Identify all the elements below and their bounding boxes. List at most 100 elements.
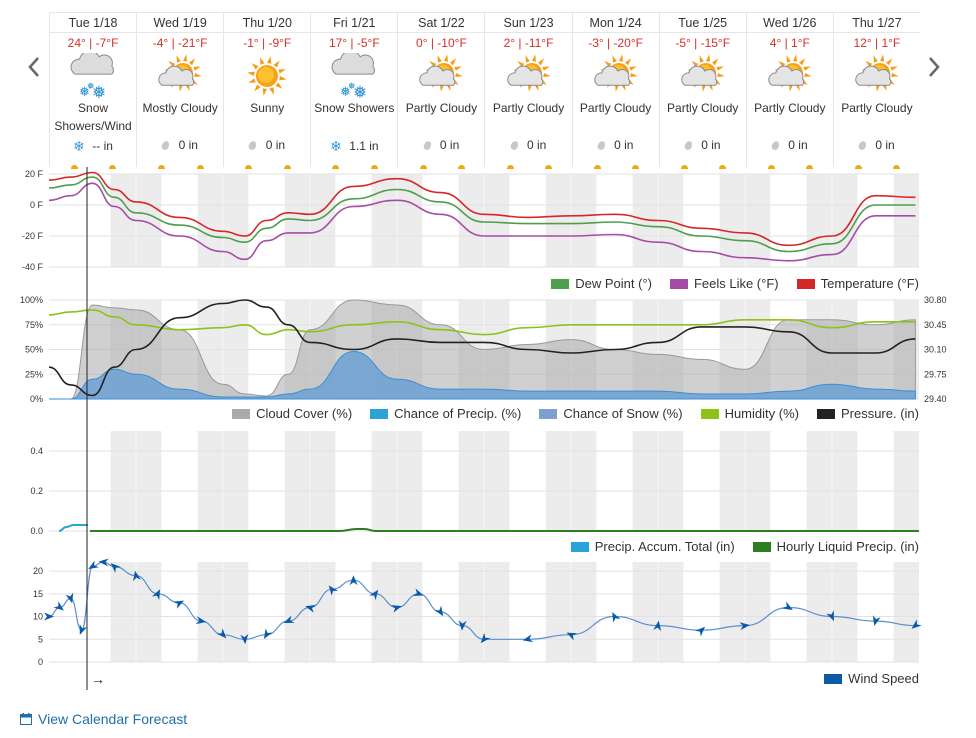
legend-item[interactable]: Precip. Accum. Total (in): [570, 539, 735, 554]
precipitation-chart: 0.4 0.2 0.0: [30, 431, 919, 536]
sun-marker: [370, 165, 378, 169]
cloud-icon: [419, 65, 456, 86]
axis-tick-label: 5: [38, 634, 43, 644]
day-name: Wed 1/19: [137, 13, 224, 33]
sun-marker: [806, 165, 814, 169]
cloud-icon: [855, 65, 892, 86]
day-column[interactable]: Tue 1/25 -5° | -15°F Partly Cloudy 0 in: [658, 13, 746, 167]
wind-legend: Wind Speed: [824, 671, 919, 686]
sun-marker: [680, 165, 688, 169]
snowflake-icon: ❅: [353, 83, 367, 99]
dew-point-line: [48, 176, 916, 253]
legend-item[interactable]: Cloud Cover (%): [232, 406, 352, 421]
raindrop-icon: [421, 139, 433, 152]
day-precip-amount: 0 in: [527, 138, 547, 152]
day-precip: 0 in: [834, 138, 920, 152]
night-band: [893, 431, 919, 531]
wind-direction-arrow: [739, 622, 750, 631]
wind-direction-arrow: [305, 604, 316, 613]
day-name: Mon 1/24: [572, 13, 659, 33]
legend-item[interactable]: Humidity (%): [700, 406, 799, 421]
axis-tick-label: 29.75: [924, 369, 947, 379]
day-precip: 0 in: [224, 138, 310, 152]
legend-item[interactable]: Chance of Precip. (%): [370, 406, 521, 421]
chevron-left-icon: [28, 57, 39, 77]
chevron-right-icon: [929, 57, 940, 77]
axis-tick-label: 30.10: [924, 345, 947, 355]
legend-item[interactable]: Chance of Snow (%): [539, 406, 683, 421]
daily-forecast-strip: Tue 1/18 24° | -7°F ❅ ❅ ❅ Snow Showers/Win…: [49, 12, 920, 169]
previous-arrow-button[interactable]: [24, 52, 44, 82]
sun-marker: [245, 165, 253, 169]
sun-marker: [419, 165, 427, 169]
wind-direction-arrow: [522, 634, 534, 643]
day-column[interactable]: Sat 1/22 0° | -10°F Partly Cloudy 0 in: [397, 13, 485, 167]
day-column[interactable]: Sun 1/23 2° | -11°F Partly Cloudy 0 in: [484, 13, 572, 167]
snowflake-icon: ❅: [92, 83, 106, 99]
axis-tick-label: 0.2: [30, 486, 43, 496]
legend-item[interactable]: Temperature (°F): [796, 276, 919, 291]
wind-direction-arrow: [911, 619, 922, 629]
axis-tick-label: 0%: [30, 394, 43, 403]
legend-item[interactable]: Hourly Liquid Precip. (in): [752, 539, 919, 554]
feels-like-line: [48, 182, 916, 262]
axis-tick-label: 0 F: [30, 200, 44, 210]
day-column[interactable]: Wed 1/26 4° | 1°F Partly Cloudy 0 in: [745, 13, 833, 167]
legend-item[interactable]: Feels Like (°F): [669, 276, 779, 291]
view-calendar-forecast-link[interactable]: View Calendar Forecast: [20, 711, 187, 727]
day-column[interactable]: Fri 1/21 17° | -5°F ❅ ❅ ❅ Snow Showers ❄ 1…: [310, 13, 398, 167]
raindrop-icon: [247, 139, 258, 152]
day-column[interactable]: Thu 1/27 12° | 1°F Partly Cloudy 0 in: [832, 13, 920, 167]
legend-item[interactable]: Wind Speed: [824, 671, 919, 686]
legend-item[interactable]: Dew Point (°): [551, 276, 652, 291]
day-temperature: -5° | -15°F: [675, 36, 731, 50]
wind-direction-arrow: [283, 615, 295, 623]
axis-tick-label: 30.45: [924, 320, 947, 330]
raindrop-icon: [509, 139, 520, 152]
legend-swatch: [816, 408, 835, 419]
legend-label: Cloud Cover (%): [256, 406, 353, 421]
sun-marker: [593, 165, 601, 169]
next-arrow-button[interactable]: [924, 52, 944, 82]
axis-tick-label: 10: [33, 612, 43, 622]
wind-direction-arrow: [612, 612, 621, 623]
cursor-arrow: →: [91, 671, 105, 687]
cloud-icon: [331, 53, 376, 75]
legend-label: Hourly Liquid Precip. (in): [776, 539, 919, 554]
day-condition: Partly Cloudy: [841, 101, 913, 115]
sun-marker: [544, 165, 552, 169]
snowflake-icon: ❄: [73, 138, 85, 154]
sun-marker: [158, 165, 166, 169]
day-temperature: 2° | -11°F: [503, 36, 554, 50]
day-temperature: 12° | 1°F: [853, 36, 901, 50]
axis-tick-label: 30.80: [924, 295, 947, 305]
legend-swatch: [539, 408, 558, 419]
legend-swatch: [752, 541, 771, 552]
day-precip-amount: 0 in: [614, 138, 634, 152]
snowflake-icon: ❅: [340, 84, 351, 99]
cloud-icon: [158, 65, 195, 86]
cloud-icon: [506, 65, 543, 86]
legend-swatch: [570, 541, 589, 552]
legend-label: Humidity (%): [724, 406, 799, 421]
sun-marker: [767, 165, 775, 169]
day-name: Tue 1/25: [659, 13, 746, 33]
day-temperature: 24° | -7°F: [67, 36, 119, 50]
cloud-icon: [70, 53, 114, 75]
day-column[interactable]: Thu 1/20 -1° | -9°F Sunny 0 in: [223, 13, 311, 167]
day-column[interactable]: Tue 1/18 24° | -7°F ❅ ❅ ❅ Snow Showers/Win…: [49, 13, 137, 167]
day-column[interactable]: Wed 1/19 -4° | -21°F Mostly Cloudy 0 in: [136, 13, 224, 167]
precip-legend: Precip. Accum. Total (in) Hourly Liquid P…: [570, 539, 919, 554]
wind-direction-arrow: [349, 575, 358, 586]
day-precip: 0 in: [747, 138, 833, 152]
legend-swatch: [669, 278, 688, 289]
day-condition: Sunny: [250, 101, 285, 115]
night-band: [893, 174, 919, 267]
axis-tick-label: 0.4: [30, 446, 43, 456]
snow-cloud-icon: ❅ ❅❅: [331, 53, 376, 99]
day-column[interactable]: Mon 1/24 -3° | -20°F Partly Cloudy 0 in: [571, 13, 659, 167]
wind-direction-arrow: [566, 632, 578, 641]
legend-item[interactable]: Pressure. (in): [816, 406, 919, 421]
day-condition: Snow Showers: [314, 101, 395, 115]
sun-marker: [632, 165, 640, 169]
